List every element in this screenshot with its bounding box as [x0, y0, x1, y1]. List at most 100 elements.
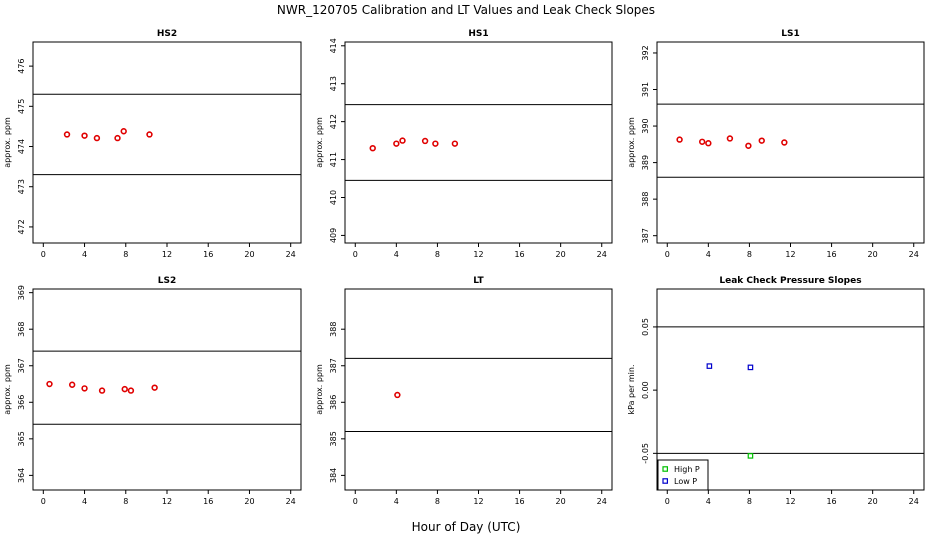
- x-tick-label: 16: [203, 250, 213, 259]
- x-tick-label: 16: [826, 250, 836, 259]
- x-axis-label: Hour of Day (UTC): [412, 520, 521, 534]
- x-tick-label: 8: [747, 497, 752, 506]
- plot-frame: [656, 41, 925, 244]
- panel-title: LT: [473, 276, 484, 286]
- data-point: [745, 142, 752, 149]
- legend-marker: [662, 478, 669, 484]
- x-tick-label: 4: [82, 497, 87, 506]
- y-tick-label: 412: [329, 114, 338, 129]
- x-tick-label: 20: [556, 497, 566, 506]
- y-axis-label: kPa per min.: [627, 364, 636, 414]
- x-tick-label: 0: [353, 250, 358, 259]
- x-tick-label: 20: [556, 250, 566, 259]
- x-tick-label: 0: [665, 250, 670, 259]
- y-tick-label: 387: [329, 358, 338, 373]
- y-tick-label: 388: [329, 322, 338, 337]
- y-tick-label: 366: [17, 395, 26, 410]
- data-point: [146, 131, 153, 138]
- y-tick-label: 385: [329, 431, 338, 446]
- data-point: [114, 134, 121, 142]
- y-tick-label: 365: [17, 431, 26, 446]
- y-tick-label: 368: [17, 322, 26, 337]
- data-point: [369, 144, 376, 152]
- legend-box: [657, 459, 709, 491]
- x-tick-label: 24: [286, 250, 296, 259]
- data-point: [758, 137, 765, 144]
- data-point: [121, 385, 128, 393]
- y-tick-label: 475: [17, 99, 26, 114]
- y-tick-label: 0.05: [641, 318, 650, 336]
- plot-frame: [32, 288, 302, 491]
- x-tick-label: 24: [597, 497, 607, 506]
- y-tick-label: 387: [641, 228, 650, 243]
- data-point: [120, 128, 127, 135]
- x-tick-label: 4: [82, 250, 87, 259]
- data-point: [127, 387, 135, 394]
- y-tick-label: 413: [329, 76, 338, 91]
- x-tick-label: 0: [665, 497, 670, 506]
- x-tick-label: 12: [162, 497, 172, 506]
- data-point: [63, 131, 71, 138]
- y-tick-label: 386: [329, 395, 338, 410]
- x-tick-label: 12: [473, 250, 483, 259]
- y-axis-label: approx. ppm: [3, 364, 12, 415]
- data-point: [747, 453, 754, 459]
- x-tick-label: 0: [41, 250, 46, 259]
- plot-frame: [32, 41, 302, 244]
- figure-title: NWR_120705 Calibration and LT Values and…: [277, 3, 655, 17]
- y-tick-label: 476: [17, 58, 26, 73]
- x-tick-label: 12: [162, 250, 172, 259]
- x-tick-label: 4: [706, 497, 711, 506]
- y-tick-label: 390: [641, 118, 650, 133]
- x-tick-label: 24: [909, 497, 919, 506]
- data-point: [676, 136, 683, 143]
- x-tick-label: 8: [747, 250, 752, 259]
- x-tick-label: 4: [394, 250, 399, 259]
- legend: High P Low P: [657, 459, 709, 491]
- panel-title: LS2: [158, 276, 176, 286]
- data-point: [151, 384, 158, 391]
- x-tick-label: 20: [868, 497, 878, 506]
- panel-6: Leak Check Pressure Slopes 0 4 8 12 16 20 24 -0.…: [627, 276, 925, 506]
- x-tick-label: 8: [123, 497, 128, 506]
- data-point: [705, 140, 712, 147]
- plot-frame: [344, 41, 613, 244]
- data-point: [421, 137, 429, 145]
- y-axis-label: approx. ppm: [315, 117, 324, 168]
- data-point: [706, 363, 713, 369]
- y-axis-label: approx. ppm: [3, 117, 12, 168]
- y-tick-label: 410: [329, 190, 338, 205]
- panel-title: LS1: [781, 29, 799, 39]
- x-tick-label: 12: [785, 250, 795, 259]
- x-tick-label: 24: [286, 497, 296, 506]
- y-tick-label: 367: [17, 358, 26, 373]
- data-point: [98, 387, 106, 394]
- y-tick-label: 389: [641, 155, 650, 170]
- x-tick-label: 0: [353, 497, 358, 506]
- data-point: [93, 134, 101, 142]
- panel-title: HS2: [157, 29, 177, 39]
- panels: HS2 0 4 8 12 16 20 24 472 473 474 475 476 approx. ppm…: [3, 29, 925, 506]
- y-tick-label: 392: [641, 45, 650, 60]
- x-tick-label: 20: [868, 250, 878, 259]
- plot-frame: [344, 288, 613, 491]
- x-tick-label: 12: [473, 497, 483, 506]
- y-tick-label: 369: [17, 285, 26, 300]
- data-point: [726, 135, 734, 142]
- x-tick-label: 8: [435, 250, 440, 259]
- x-tick-label: 4: [394, 497, 399, 506]
- y-axis-label: approx. ppm: [627, 117, 636, 168]
- x-tick-label: 24: [597, 250, 607, 259]
- x-tick-label: 8: [123, 250, 128, 259]
- y-tick-label: 391: [641, 82, 650, 97]
- x-tick-label: 4: [706, 250, 711, 259]
- data-point: [68, 381, 76, 388]
- y-tick-label: 411: [329, 152, 338, 167]
- x-tick-label: 16: [514, 497, 524, 506]
- legend-marker: [662, 466, 669, 472]
- data-point: [81, 385, 88, 392]
- data-point: [81, 132, 88, 139]
- x-tick-label: 16: [203, 497, 213, 506]
- y-tick-label: 384: [329, 468, 338, 483]
